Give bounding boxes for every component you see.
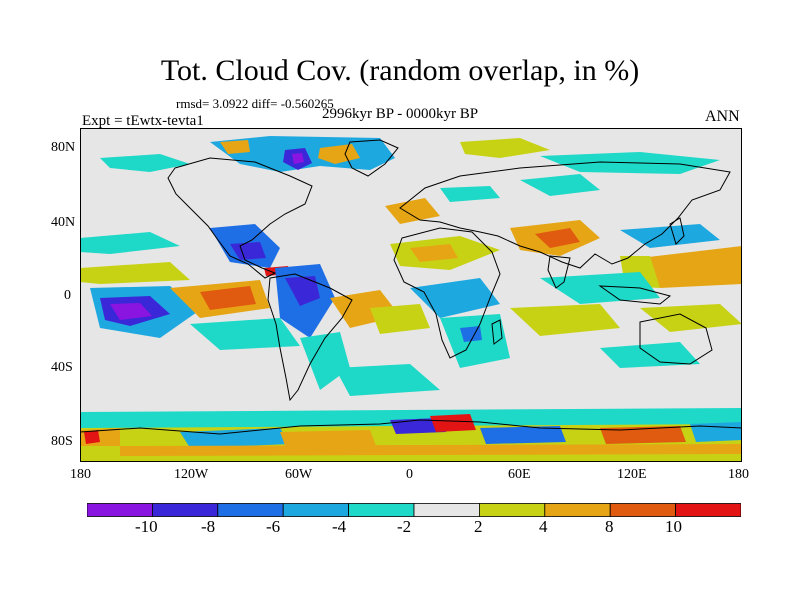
map-title: Tot. Cloud Cov. (random overlap, in %) [160, 54, 640, 87]
coastline-greenland [344, 139, 399, 177]
lon-label-0: 0 [406, 467, 413, 482]
colorbar-swatch [675, 503, 741, 517]
anomaly-region [520, 174, 600, 196]
coastline-madagascar [491, 319, 503, 345]
anomaly-region [370, 304, 430, 334]
anomaly-region [510, 304, 620, 336]
anomaly-region [230, 242, 266, 260]
anomaly-region [292, 153, 304, 164]
coastline-north-america [167, 157, 313, 279]
coastline-australia [639, 313, 713, 365]
colorbar-tick: 4 [539, 517, 548, 536]
anomaly-region [460, 138, 550, 158]
stats-text: rmsd= 3.0922 diff= -0.560265 [176, 96, 334, 111]
colorbar-tick: -4 [332, 517, 347, 536]
cloud-cover-map [80, 128, 742, 462]
colorbar-tick: 10 [665, 517, 682, 536]
anomaly-region [84, 430, 100, 444]
colorbar-tick: 2 [474, 517, 483, 536]
experiment-label: Expt = tEwtx-tevta1 [82, 113, 204, 129]
anomaly-region [80, 262, 190, 284]
anomaly-region [690, 422, 742, 442]
anomaly-region [640, 304, 742, 332]
colorbar-swatch [152, 503, 219, 517]
anomaly-region [480, 426, 566, 444]
anomaly-region [600, 426, 686, 444]
lon-label-180w: 180 [70, 467, 91, 482]
anomaly-region [300, 332, 350, 390]
anomaly-fields [80, 136, 742, 462]
anomaly-region [200, 286, 256, 310]
anomaly-region [318, 144, 360, 164]
anomaly-region [410, 244, 458, 262]
anomaly-region [120, 444, 742, 456]
lon-label-120w: 120W [174, 467, 209, 482]
anomaly-region [285, 276, 320, 306]
anomaly-region [535, 228, 580, 248]
colorbar-swatch [348, 503, 415, 517]
colorbar-swatch [217, 503, 284, 517]
anomaly-region [220, 140, 250, 154]
season-label: ANN [705, 108, 740, 125]
lat-label-80n: 80N [51, 140, 76, 155]
colorbar-swatch [544, 503, 611, 517]
anomaly-region [100, 154, 190, 172]
colorbar [87, 503, 741, 517]
anomaly-region [110, 303, 152, 320]
anomaly-region [540, 272, 660, 304]
coastline-japan [669, 217, 685, 245]
coastline-indonesia [598, 285, 672, 305]
map-frame [80, 128, 742, 462]
colorbar-swatch [478, 503, 546, 517]
colorbar-swatch [282, 503, 349, 517]
anomaly-region [430, 414, 476, 432]
anomaly-region [335, 364, 440, 396]
lon-label-120e: 120E [617, 467, 647, 482]
lat-label-0: 0 [64, 288, 71, 303]
lon-label-60e: 60E [508, 467, 531, 482]
anomaly-region [385, 198, 440, 224]
coastline-africa [393, 227, 501, 359]
colorbar-tick: -6 [266, 517, 281, 536]
lon-label-180e: 180 [728, 467, 749, 482]
colorbar-swatch [609, 503, 677, 517]
colorbar-swatch [87, 503, 153, 517]
lat-label-40s: 40S [51, 360, 73, 375]
colorbar-tick: -10 [135, 517, 158, 536]
coastline-south-america [267, 273, 353, 402]
coastline-india [547, 255, 571, 289]
anomaly-region [440, 186, 500, 202]
colorbar-tick: -8 [201, 517, 216, 536]
coastline-eurasia [399, 161, 731, 269]
anomaly-region [640, 246, 742, 288]
coastline-antarctica [80, 419, 742, 435]
anomaly-region [280, 430, 376, 448]
colorbar-tick: 8 [605, 517, 614, 536]
lat-label-80s: 80S [51, 434, 73, 449]
colorbar-swatch [413, 503, 480, 517]
anomaly-region [620, 224, 720, 248]
colorbar-tick: -2 [397, 517, 412, 536]
lat-label-40n: 40N [51, 215, 76, 230]
period-label: 2996kyr BP - 0000kyr BP [322, 106, 479, 122]
anomaly-region [80, 232, 180, 254]
coastlines [80, 139, 742, 435]
anomaly-region [190, 318, 300, 350]
lon-label-60w: 60W [285, 467, 313, 482]
